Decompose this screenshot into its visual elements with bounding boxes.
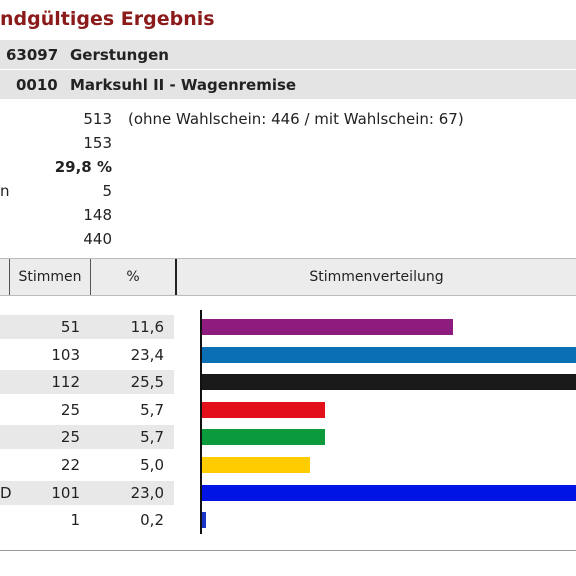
votes-cell: 101 xyxy=(51,484,80,502)
percent-cell: 23,0 xyxy=(130,484,164,502)
table-row xyxy=(0,481,174,505)
vote-share-bar xyxy=(202,319,453,335)
vote-share-bar xyxy=(202,402,326,418)
stat-label: n xyxy=(0,182,10,200)
header-distribution: Stimmenverteilung xyxy=(309,269,444,285)
district-code: 0010 xyxy=(16,76,58,94)
percent-cell: 5,7 xyxy=(140,401,164,419)
header-votes: Stimmen xyxy=(18,269,82,285)
stat-value: 29,8 % xyxy=(54,158,112,176)
stat-value: 440 xyxy=(83,230,112,248)
column-separator xyxy=(9,259,10,295)
votes-cell: 25 xyxy=(60,401,80,419)
stat-note: (ohne Wahlschein: 446 / mit Wahlschein: … xyxy=(128,110,464,128)
municipality-code: 63097 xyxy=(6,46,59,64)
results-table-header: Stimmen % Stimmenverteilung xyxy=(0,258,576,296)
stat-value: 5 xyxy=(102,182,112,200)
chart-axis xyxy=(200,310,202,534)
page-title: ndgültiges Ergebnis xyxy=(0,8,215,30)
percent-cell: 25,5 xyxy=(130,373,164,391)
vote-share-bar xyxy=(202,512,207,528)
municipality-row: 63097 Gerstungen xyxy=(0,40,576,69)
stat-value: 513 xyxy=(83,110,112,128)
district-row: 0010 Marksuhl II - Wagenremise xyxy=(0,70,576,99)
vote-share-bar xyxy=(202,429,326,445)
percent-cell: 5,0 xyxy=(140,456,164,474)
stat-value: 153 xyxy=(83,134,112,152)
column-separator xyxy=(175,259,177,295)
percent-cell: 23,4 xyxy=(130,346,164,364)
percent-cell: 11,6 xyxy=(130,318,164,336)
stat-value: 148 xyxy=(83,206,112,224)
vote-share-bar xyxy=(202,374,576,390)
votes-cell: 112 xyxy=(51,373,80,391)
district-name: Marksuhl II - Wagenremise xyxy=(70,76,297,94)
municipality-name: Gerstungen xyxy=(70,46,169,64)
votes-cell: 51 xyxy=(60,318,80,336)
percent-cell: 0,2 xyxy=(140,511,164,529)
votes-cell: 1 xyxy=(70,511,80,529)
table-row xyxy=(0,315,174,339)
column-separator xyxy=(90,259,91,295)
vote-share-bar xyxy=(202,457,310,473)
header-percent: % xyxy=(126,269,140,285)
votes-cell: 22 xyxy=(60,456,80,474)
table-row xyxy=(0,425,174,449)
table-row xyxy=(0,370,174,394)
table-bottom-border xyxy=(0,550,576,551)
vote-share-bar xyxy=(202,485,576,501)
votes-cell: 103 xyxy=(51,346,80,364)
vote-share-bar xyxy=(202,347,576,363)
votes-cell: 25 xyxy=(60,428,80,446)
percent-cell: 5,7 xyxy=(140,428,164,446)
party-label: D xyxy=(0,484,12,502)
